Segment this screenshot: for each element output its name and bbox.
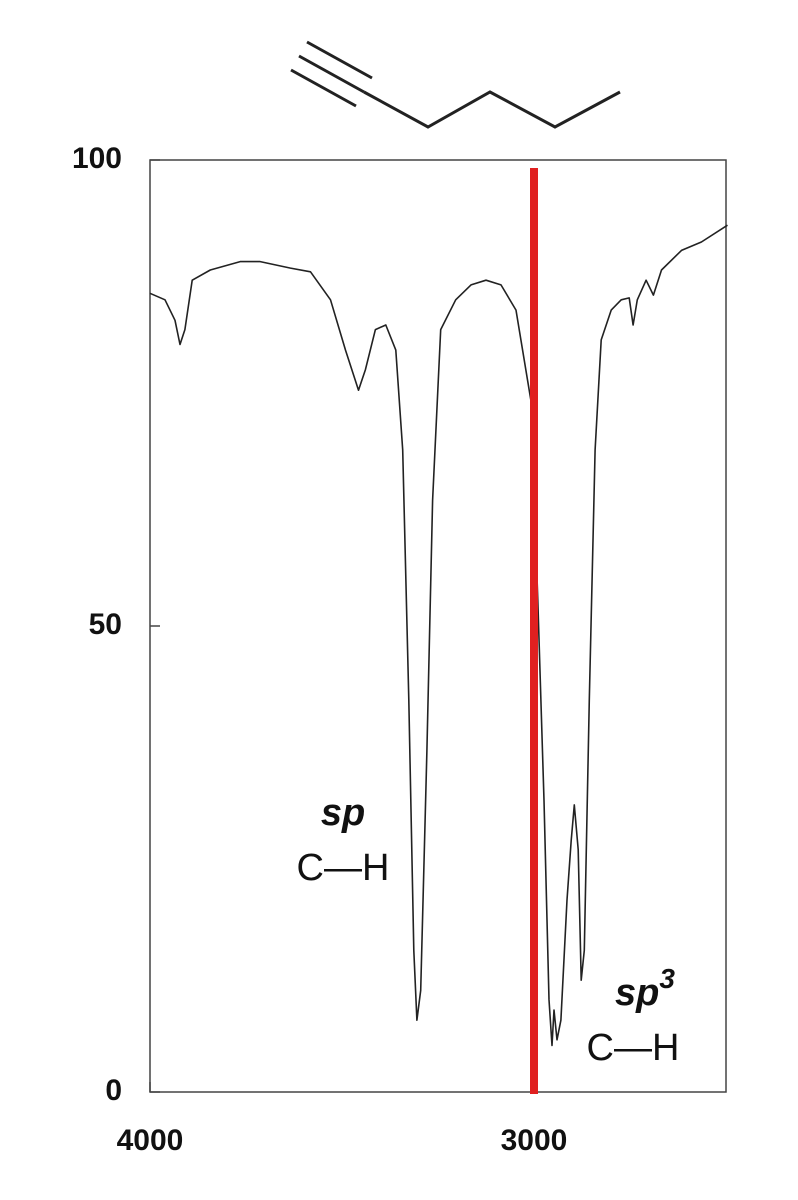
x-tick-label: 3000	[501, 1124, 568, 1157]
annotation-superscript: 3	[659, 963, 675, 994]
chain	[363, 90, 621, 129]
y-tick-label: 100	[72, 142, 122, 175]
annotation-sp: sp	[321, 792, 365, 834]
bond	[306, 40, 373, 80]
annotation-text: sp	[321, 792, 365, 834]
annotation-text: sp3	[615, 963, 675, 1014]
plot-frame	[149, 159, 727, 1093]
y-tick-label: 50	[89, 608, 122, 641]
bond	[298, 54, 365, 94]
annotation-label: C—H	[297, 847, 390, 889]
annotation-sp: sp	[615, 972, 659, 1014]
spectrum-line	[149, 224, 728, 1047]
molecule	[290, 40, 621, 129]
bond	[290, 68, 357, 108]
y-tick-label: 0	[105, 1074, 122, 1107]
x-tick-label: 4000	[117, 1124, 184, 1157]
annotation-label: C—H	[587, 1027, 680, 1069]
